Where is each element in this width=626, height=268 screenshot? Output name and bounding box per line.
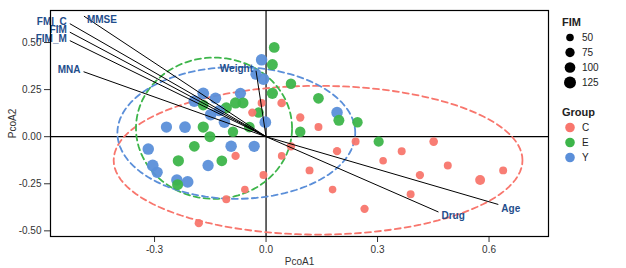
- svg-text:0.6: 0.6: [482, 244, 496, 255]
- html-text:50: 50: [582, 32, 594, 43]
- svg-text:MMSE: MMSE: [87, 14, 117, 25]
- svg-text:FIM: FIM: [49, 24, 67, 36]
- svg-text:PcoA1: PcoA1: [285, 256, 315, 267]
- html-text:C: C: [582, 122, 590, 133]
- svg-text:0.3: 0.3: [371, 244, 385, 255]
- html-text:75: 75: [582, 47, 594, 58]
- svg-text:-0.25: -0.25: [19, 178, 42, 189]
- html-text:100: 100: [582, 62, 599, 73]
- html-text:FIM: FIM: [562, 16, 581, 28]
- svg-text:PcoA2: PcoA2: [7, 108, 18, 138]
- html-text:125: 125: [582, 77, 599, 88]
- svg-text:Age: Age: [501, 203, 520, 214]
- svg-text:-0.50: -0.50: [19, 225, 42, 236]
- svg-text:FMI_C: FMI_C: [36, 15, 67, 27]
- svg-text:FIM_M: FIM_M: [36, 33, 67, 44]
- svg-text:Weight: Weight: [220, 63, 254, 74]
- svg-text:MNA: MNA: [58, 64, 81, 75]
- svg-text:0.50: 0.50: [22, 36, 42, 48]
- html-text:Y: Y: [582, 152, 589, 163]
- html-text:Group: Group: [562, 106, 595, 118]
- svg-text:0.0: 0.0: [259, 244, 273, 255]
- svg-text:Drug: Drug: [441, 210, 464, 221]
- svg-text:0.25: 0.25: [22, 84, 42, 95]
- svg-text:-0.3: -0.3: [146, 244, 164, 255]
- svg-text:0.00: 0.00: [22, 131, 42, 142]
- html-text:E: E: [582, 137, 589, 148]
